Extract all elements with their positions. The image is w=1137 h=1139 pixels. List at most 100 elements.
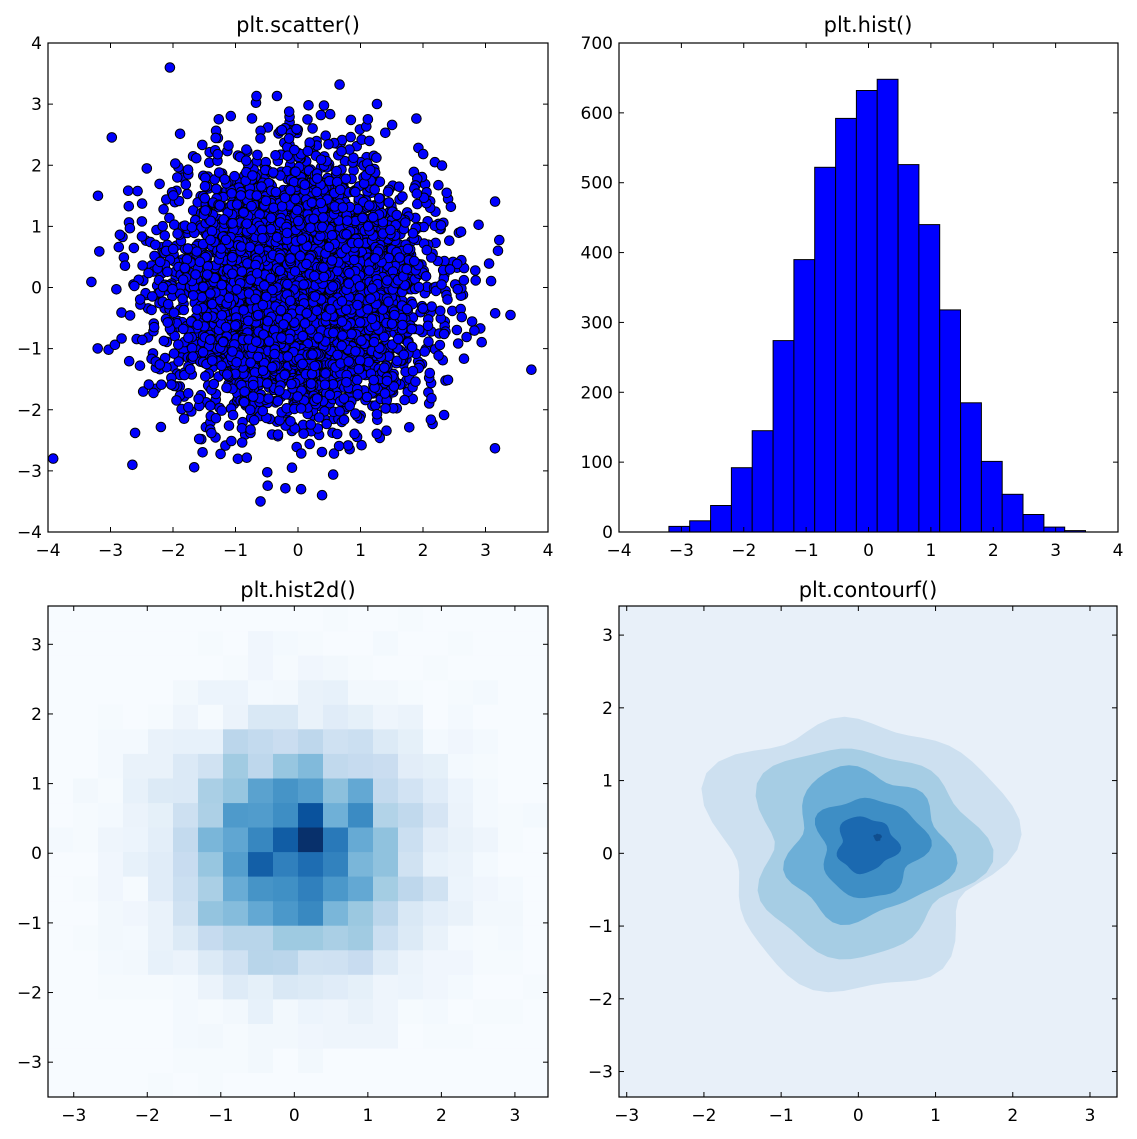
scatter-point xyxy=(305,222,316,233)
scatter-point xyxy=(178,323,189,335)
scatter-point xyxy=(279,369,291,381)
scatter-point xyxy=(154,359,166,370)
scatter-point xyxy=(116,333,127,344)
scatter-point xyxy=(205,400,216,412)
scatter-point xyxy=(257,365,269,377)
scatter-point xyxy=(292,391,303,402)
scatter-point xyxy=(212,148,223,160)
scatter-point xyxy=(295,250,306,262)
scatter-point xyxy=(223,292,235,304)
scatter-point xyxy=(382,186,394,198)
scatter-point xyxy=(157,220,168,232)
scatter-point xyxy=(283,133,295,144)
scatter-point xyxy=(244,404,256,416)
scatter-point xyxy=(296,234,308,245)
scatter-point xyxy=(350,408,361,419)
scatter-point xyxy=(343,356,355,367)
scatter-point xyxy=(441,187,453,199)
scatter-point xyxy=(421,244,433,256)
scatter-point xyxy=(263,336,275,347)
scatter-point xyxy=(244,241,256,253)
scatter-point xyxy=(205,288,216,299)
scatter-point xyxy=(111,284,122,295)
scatter-point xyxy=(456,311,468,323)
scatter-point xyxy=(213,114,225,125)
scatter-point xyxy=(182,164,194,175)
scatter-point xyxy=(106,132,118,143)
scatter-point xyxy=(154,256,166,268)
scatter-point xyxy=(321,418,333,430)
scatter-point xyxy=(162,317,173,328)
scatter-point xyxy=(410,376,421,387)
scatter-point xyxy=(190,269,201,280)
scatter-point xyxy=(182,188,193,200)
scatter-point xyxy=(318,262,329,273)
scatter-point xyxy=(252,149,263,161)
scatter-point xyxy=(435,305,446,317)
scatter-point xyxy=(411,113,422,124)
scatter-point xyxy=(331,428,343,440)
scatter-point xyxy=(380,403,391,414)
scatter-point xyxy=(251,268,263,279)
scatter-point xyxy=(285,253,296,264)
scatter-point xyxy=(265,212,277,224)
scatter-point xyxy=(426,392,437,404)
scatter-point xyxy=(315,109,327,121)
scatter-point xyxy=(371,98,383,110)
scatter-point xyxy=(305,419,317,430)
scatter-point xyxy=(342,440,354,451)
scatter-point xyxy=(172,228,183,239)
scatter-point xyxy=(191,152,202,164)
scatter-point xyxy=(338,393,350,404)
scatter-point xyxy=(399,394,410,406)
scatter-point xyxy=(318,100,330,111)
scatter-point xyxy=(220,234,232,246)
scatter-point xyxy=(181,253,193,265)
scatter-point xyxy=(351,374,363,386)
scatter-point xyxy=(137,260,148,271)
scatter-point xyxy=(146,304,157,316)
scatter-point xyxy=(483,258,495,269)
scatter-point xyxy=(392,333,404,345)
scatter-point xyxy=(286,462,298,474)
scatter-point xyxy=(216,405,227,416)
scatter-point xyxy=(367,283,378,294)
scatter-point xyxy=(301,258,312,270)
scatter-point xyxy=(269,348,280,360)
scatter-point xyxy=(311,305,323,317)
scatter-point xyxy=(327,281,339,292)
scatter-point xyxy=(423,336,434,348)
scatter-point xyxy=(426,301,438,312)
scatter-point xyxy=(271,232,283,243)
scatter-point xyxy=(246,200,257,212)
scatter-point xyxy=(136,198,148,209)
scatter-point xyxy=(400,217,411,228)
scatter-point xyxy=(297,330,309,342)
scatter-point xyxy=(257,299,269,311)
scatter-point xyxy=(123,355,135,367)
scatter-point xyxy=(216,360,227,372)
scatter-point xyxy=(169,219,180,230)
scatter-point xyxy=(267,361,278,373)
scatter-point xyxy=(458,353,470,365)
scatter-point xyxy=(409,255,420,267)
scatter-point xyxy=(470,275,482,286)
scatter-point xyxy=(425,414,437,426)
scatter-point xyxy=(309,360,321,372)
scatter-point xyxy=(369,184,381,195)
scatter-point xyxy=(466,316,478,327)
scatter-point xyxy=(238,305,249,316)
scatter-point xyxy=(340,173,352,185)
scatter-point xyxy=(526,364,537,376)
scatter-point xyxy=(232,453,244,465)
scatter-point xyxy=(365,293,376,305)
scatter-point xyxy=(109,339,121,351)
scatter-point xyxy=(223,140,234,151)
scatter-point xyxy=(285,295,296,307)
scatter-title: plt.scatter() xyxy=(236,13,360,37)
scatter-point xyxy=(349,428,360,440)
scatter-point xyxy=(123,200,135,212)
scatter-point xyxy=(236,423,248,434)
scatter-point xyxy=(315,154,327,165)
